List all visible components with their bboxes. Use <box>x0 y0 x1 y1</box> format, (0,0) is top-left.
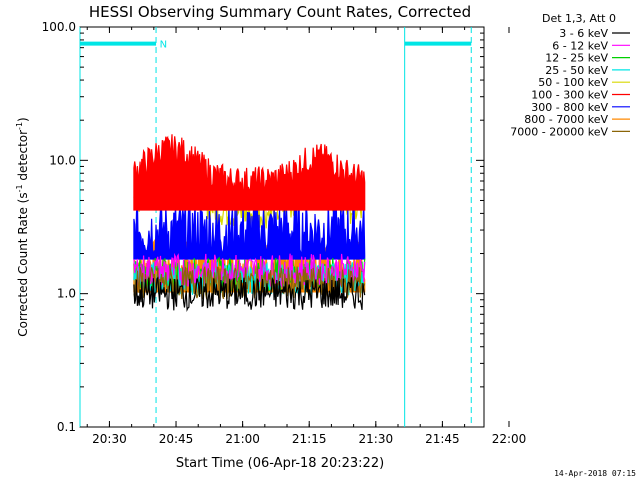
x-tick-label: 21:30 <box>359 432 394 446</box>
legend-label: 12 - 25 keV <box>545 52 608 65</box>
legend-label: 6 - 12 keV <box>552 39 608 52</box>
x-tick-label: 20:45 <box>159 432 194 446</box>
x-tick-label: 21:00 <box>225 432 260 446</box>
y-tick-label: 10.0 <box>49 153 76 167</box>
y-tick-label: 100.0 <box>42 20 76 34</box>
legend-label: 3 - 6 keV <box>559 27 608 40</box>
legend-label: 50 - 100 keV <box>538 76 608 89</box>
series-trace-5 <box>133 134 366 211</box>
legend-label: 25 - 50 keV <box>545 64 608 77</box>
series-trace-0 <box>133 276 366 313</box>
legend-label: 100 - 300 keV <box>531 89 608 102</box>
legend-label: 7000 - 20000 keV <box>510 125 608 138</box>
x-tick-label: 21:15 <box>292 432 327 446</box>
legend-title: Det 1,3, Att 0 <box>542 12 616 25</box>
y-axis: 100.0 10.0 1.0 0.1 <box>42 20 484 434</box>
legend-label: 300 - 800 keV <box>531 101 608 114</box>
x-tick-label: 22:00 <box>492 432 527 446</box>
chart-title: HESSI Observing Summary Count Rates, Cor… <box>89 3 471 21</box>
y-tick-label: 0.1 <box>57 420 76 434</box>
data-traces-layer <box>133 134 366 313</box>
x-tick-label: 20:30 <box>92 432 127 446</box>
legend-label: 800 - 7000 keV <box>524 113 608 126</box>
timestamp-footer: 14-Apr-2018 07:15 <box>554 469 636 478</box>
x-axis-label: Start Time (06-Apr-18 20:23:22) <box>176 456 384 471</box>
x-axis: 20:30 20:45 21:00 21:15 21:30 21:45 22:00 <box>86 27 527 446</box>
x-tick-label: 21:45 <box>425 432 460 446</box>
y-tick-label: 1.0 <box>57 287 76 301</box>
annotation-label: N <box>160 40 167 51</box>
y-axis-label: Corrected Count Rate (s-1 detector-1) <box>15 117 30 336</box>
